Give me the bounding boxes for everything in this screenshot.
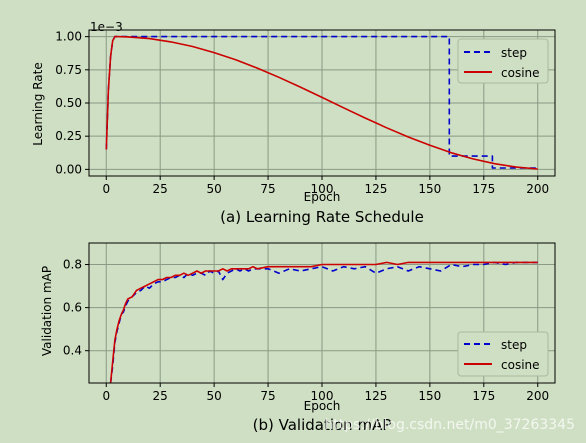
map-y-tick-label: 0.8 [63, 258, 82, 272]
lr-y-tick-label: 0.75 [55, 63, 82, 77]
lr-x-tick-label: 150 [418, 182, 441, 196]
map-legend: step cosine [457, 331, 549, 377]
lr-chart-title: (a) Learning Rate Schedule [220, 208, 424, 226]
lr-x-tick-label: 25 [153, 182, 168, 196]
map-x-tick-label: 200 [526, 389, 549, 403]
lr-legend-cosine-label: cosine [501, 66, 540, 80]
map-series-step-line [109, 261, 538, 384]
learning-rate-plot: 0 25 50 75 100 125 150 175 200 0.00 0.25 0.50 0.75 1… [31, 20, 556, 226]
lr-x-tick-label: 175 [472, 182, 495, 196]
lr-legend-step-label: step [501, 46, 527, 60]
lr-legend: step cosine [457, 38, 549, 84]
lr-x-tick-label: 75 [260, 182, 275, 196]
lr-y-tick-label: 0.00 [55, 162, 82, 176]
lr-x-tick-label: 200 [526, 182, 549, 196]
lr-x-tick-label: 0 [102, 182, 110, 196]
lr-x-axis-label: Epoch [304, 190, 341, 204]
map-plot-frame [88, 242, 556, 384]
map-series-cosine-line [109, 261, 538, 384]
lr-y-tick-label: 1.00 [55, 30, 82, 44]
map-x-tick-label: 50 [206, 389, 221, 403]
lr-y-tick-label: 0.50 [55, 96, 82, 110]
map-x-tick-label: 0 [102, 389, 110, 403]
map-y-tick-label: 0.4 [63, 344, 82, 358]
validation-map-plot: 0 25 50 75 100 125 150 175 200 0.4 0.6 0.8 Epoch V… [40, 242, 556, 434]
map-x-tick-label: 150 [418, 389, 441, 403]
map-series [109, 261, 538, 384]
lr-y-ticks: 0.00 0.25 0.50 0.75 1.00 [55, 30, 89, 176]
lr-y-tick-label: 0.25 [55, 129, 82, 143]
lr-x-tick-label: 125 [364, 182, 387, 196]
map-legend-step-label: step [501, 338, 527, 352]
lr-series-cosine-line [105, 35, 538, 170]
map-y-tick-label: 0.6 [63, 301, 82, 315]
map-x-axis-label: Epoch [304, 399, 341, 413]
map-y-axis-label: Validation mAP [40, 266, 54, 356]
map-x-tick-label: 175 [472, 389, 495, 403]
map-y-ticks: 0.4 0.6 0.8 [63, 258, 89, 358]
map-x-tick-label: 25 [153, 389, 168, 403]
map-x-ticks: 0 25 50 75 100 125 150 175 200 [102, 383, 549, 403]
lr-y-axis-label: Learning Rate [31, 62, 45, 145]
lr-grid [89, 30, 555, 176]
map-x-tick-label: 125 [364, 389, 387, 403]
map-chart-title: (b) Validation mAP [253, 416, 392, 434]
lr-y-offset-label: 1e−3 [90, 20, 123, 34]
lr-x-tick-label: 50 [206, 182, 221, 196]
lr-series [105, 35, 538, 170]
lr-plot-frame [88, 29, 556, 177]
watermark-text: https://blog.csdn.net/m0_37263345 [324, 417, 575, 433]
lr-x-tick-label: 100 [311, 182, 334, 196]
map-x-tick-label: 100 [311, 389, 334, 403]
lr-x-ticks: 0 25 50 75 100 125 150 175 200 [102, 176, 549, 196]
map-legend-cosine-label: cosine [501, 358, 540, 372]
map-x-tick-label: 75 [260, 389, 275, 403]
